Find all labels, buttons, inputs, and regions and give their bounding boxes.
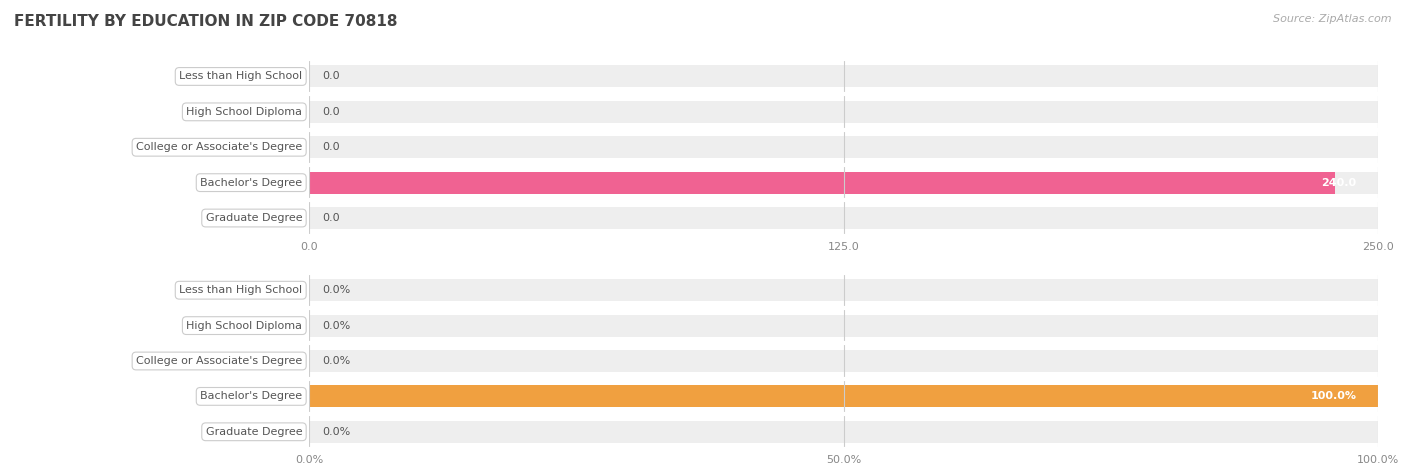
Text: Source: ZipAtlas.com: Source: ZipAtlas.com [1274, 14, 1392, 24]
Text: High School Diploma: High School Diploma [186, 321, 302, 331]
Bar [309, 207, 1378, 229]
Text: College or Associate's Degree: College or Associate's Degree [136, 356, 302, 366]
Bar [309, 385, 1378, 408]
Text: Less than High School: Less than High School [179, 285, 302, 295]
Text: 0.0%: 0.0% [322, 321, 350, 331]
Text: FERTILITY BY EDUCATION IN ZIP CODE 70818: FERTILITY BY EDUCATION IN ZIP CODE 70818 [14, 14, 398, 29]
Bar [309, 421, 1378, 443]
Bar [309, 171, 1336, 194]
Text: College or Associate's Degree: College or Associate's Degree [136, 142, 302, 152]
Bar [309, 279, 1378, 301]
Bar [309, 101, 1378, 123]
Text: 240.0: 240.0 [1322, 178, 1357, 188]
Text: 0.0%: 0.0% [322, 356, 350, 366]
Text: Bachelor's Degree: Bachelor's Degree [200, 391, 302, 401]
Bar [309, 314, 1378, 337]
Text: 100.0%: 100.0% [1310, 391, 1357, 401]
Bar [309, 385, 1378, 408]
Text: 0.0%: 0.0% [322, 285, 350, 295]
Text: High School Diploma: High School Diploma [186, 107, 302, 117]
Text: Bachelor's Degree: Bachelor's Degree [200, 178, 302, 188]
Text: 0.0: 0.0 [322, 213, 340, 223]
Text: 0.0: 0.0 [322, 71, 340, 82]
Text: Graduate Degree: Graduate Degree [205, 427, 302, 437]
Text: 0.0: 0.0 [322, 107, 340, 117]
Text: 0.0%: 0.0% [322, 427, 350, 437]
Bar [309, 350, 1378, 372]
Bar [309, 171, 1378, 194]
Text: Less than High School: Less than High School [179, 71, 302, 82]
Bar [309, 66, 1378, 87]
Bar [309, 136, 1378, 158]
Text: 0.0: 0.0 [322, 142, 340, 152]
Text: Graduate Degree: Graduate Degree [205, 213, 302, 223]
